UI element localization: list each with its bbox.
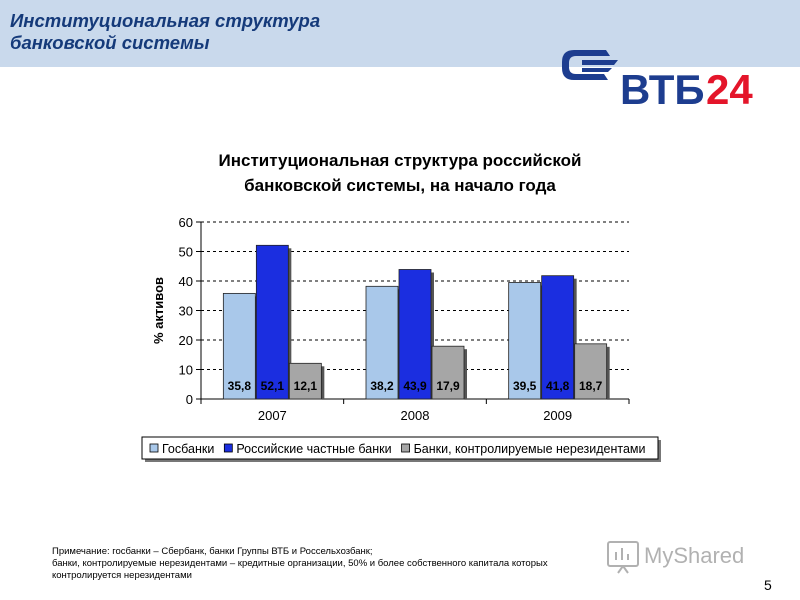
footnote: Примечание: госбанки – Сбербанк, банки Г… (52, 546, 652, 582)
watermark-text: MyShared (644, 543, 744, 568)
y-tick-label: 50 (179, 245, 193, 260)
bar-value-label: 35,8 (228, 379, 252, 393)
page-number: 5 (764, 577, 772, 593)
y-axis-label: % активов (151, 277, 166, 344)
y-tick-label: 20 (179, 333, 193, 348)
bar (508, 282, 542, 400)
y-tick-label: 40 (179, 274, 193, 289)
logo-vtb-text: ВТБ (620, 66, 705, 112)
x-tick-label: 2009 (543, 408, 572, 423)
legend-box (141, 436, 659, 460)
bar (288, 362, 322, 400)
logo-24-text: 24 (706, 66, 753, 112)
bar (222, 292, 256, 400)
legend-label: Банки, контролируемые нерезидентами (414, 442, 646, 456)
legend-label: Российские частные банки (236, 442, 391, 456)
bar-value-label: 52,1 (261, 379, 285, 393)
chart-title-line-1: Институциональная структура российской (218, 151, 582, 170)
presentation-board-icon (607, 541, 639, 574)
vtb24-logo: ВТБ 24 (562, 50, 753, 112)
vtb-logo-swoosh-icon (562, 50, 618, 80)
bar (398, 269, 432, 400)
bar (365, 285, 399, 400)
y-tick-label: 10 (179, 363, 193, 378)
legend-swatch (223, 443, 233, 453)
bar-value-label: 12,1 (294, 379, 318, 393)
footnote-line-2: банки, контролируемые нерезидентами – кр… (52, 558, 548, 569)
footnote-line-1: Примечание: госбанки – Сбербанк, банки Г… (52, 546, 373, 557)
footnote-line-3: контролируется нерезидентами (52, 570, 192, 581)
myshared-watermark: MyShared (607, 541, 744, 574)
chart-title: Институциональная структура российской б… (130, 148, 670, 198)
bar (541, 275, 575, 400)
chart-title-line-2: банковской системы, на начало года (244, 176, 556, 195)
y-tick-label: 30 (179, 304, 193, 319)
bar-value-label: 39,5 (513, 379, 537, 393)
x-tick-label: 2008 (401, 408, 430, 423)
y-tick-label: 0 (186, 392, 193, 407)
bar (574, 343, 608, 400)
bar (431, 345, 465, 400)
legend-swatch (401, 443, 410, 453)
legend-swatch (149, 443, 159, 453)
bar-value-label: 43,9 (403, 379, 427, 393)
header-band (0, 0, 800, 67)
y-tick-label: 60 (179, 215, 193, 230)
x-tick-label: 2007 (258, 408, 287, 423)
slide-title-line-1: Институциональная структура (10, 10, 321, 31)
bar-value-label: 17,9 (436, 379, 460, 393)
legend-label: Госбанки (162, 442, 214, 456)
slide-title: Институциональная структура банковской с… (10, 10, 430, 54)
slide-title-line-2: банковской системы (10, 32, 210, 53)
bar-value-label: 18,7 (579, 379, 603, 393)
bar-value-label: 41,8 (546, 379, 570, 393)
bar-chart: 0 10 20 30 40 50 60 % активов 35,8 52,1 12,1 2007 38… (141, 215, 661, 462)
bar-value-label: 38,2 (370, 379, 394, 393)
bar (255, 244, 289, 400)
